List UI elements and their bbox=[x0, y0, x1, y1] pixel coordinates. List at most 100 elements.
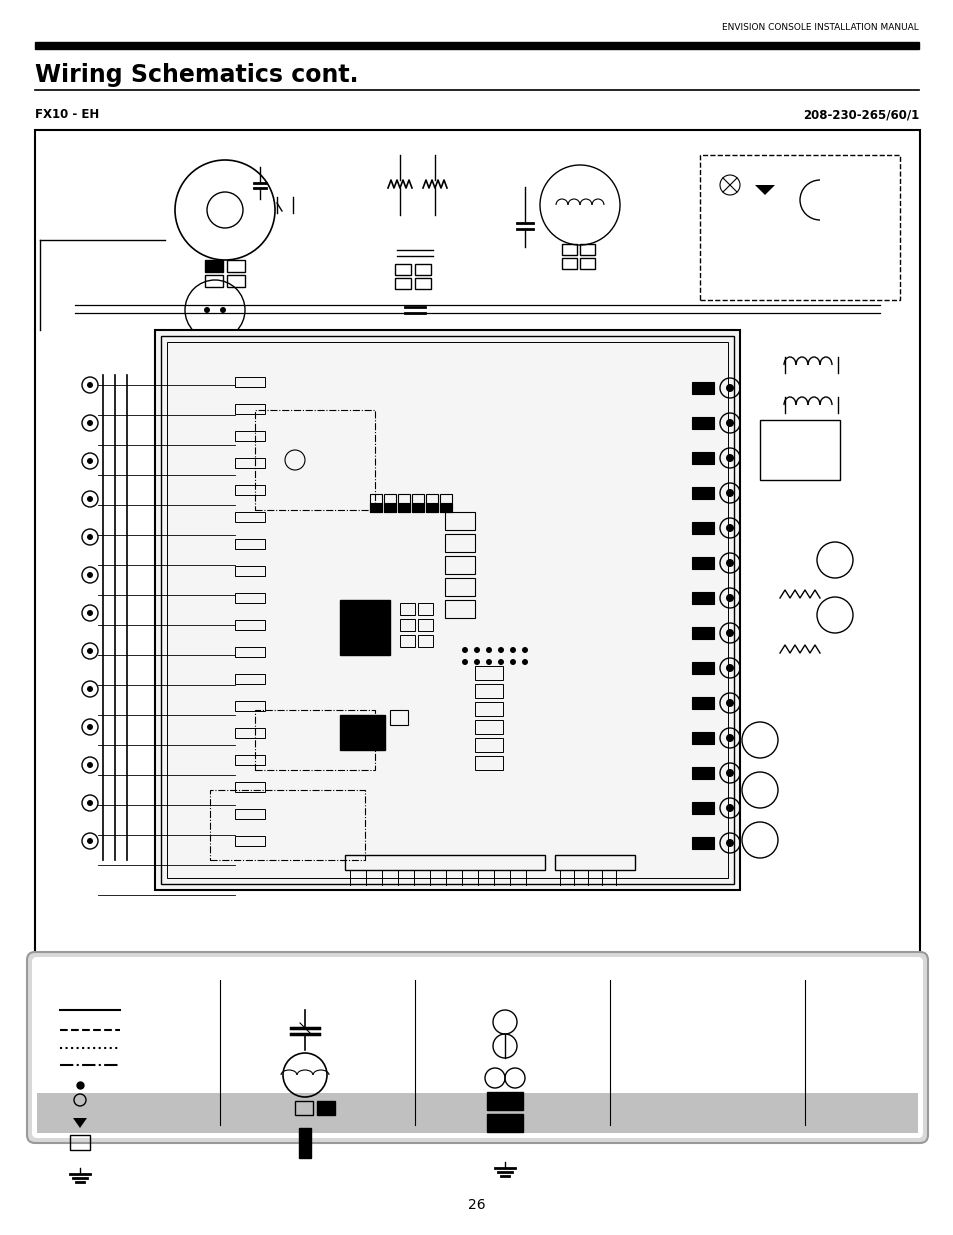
Bar bbox=[205, 275, 223, 287]
Circle shape bbox=[461, 659, 468, 664]
Bar bbox=[486, 1092, 522, 1110]
Bar bbox=[486, 1114, 522, 1132]
Bar bbox=[415, 264, 431, 275]
Circle shape bbox=[87, 382, 92, 388]
Bar bbox=[390, 710, 408, 725]
Bar bbox=[399, 635, 415, 647]
Bar bbox=[70, 1135, 90, 1150]
Bar bbox=[439, 494, 452, 513]
Polygon shape bbox=[73, 1118, 87, 1128]
Bar bbox=[561, 245, 577, 254]
Bar bbox=[579, 245, 595, 254]
Circle shape bbox=[220, 308, 226, 312]
Bar bbox=[691, 732, 713, 743]
Bar bbox=[234, 809, 265, 819]
Bar bbox=[234, 674, 265, 684]
Bar bbox=[370, 494, 381, 513]
Bar bbox=[234, 593, 265, 603]
Bar bbox=[298, 1128, 311, 1158]
Bar bbox=[444, 513, 475, 530]
Bar bbox=[254, 410, 375, 510]
Circle shape bbox=[725, 559, 733, 567]
Bar bbox=[426, 494, 437, 513]
Bar bbox=[444, 534, 475, 552]
Bar bbox=[691, 557, 713, 569]
Bar bbox=[227, 275, 245, 287]
Bar bbox=[691, 452, 713, 464]
Bar bbox=[691, 627, 713, 638]
Bar bbox=[691, 382, 713, 394]
Circle shape bbox=[497, 647, 503, 653]
Bar bbox=[339, 600, 390, 655]
Circle shape bbox=[725, 594, 733, 601]
Bar bbox=[691, 837, 713, 848]
Bar bbox=[417, 603, 433, 615]
FancyBboxPatch shape bbox=[27, 952, 927, 1144]
Bar bbox=[384, 503, 395, 513]
Circle shape bbox=[510, 647, 516, 653]
Circle shape bbox=[725, 734, 733, 742]
Circle shape bbox=[87, 496, 92, 501]
Bar bbox=[397, 503, 410, 513]
Circle shape bbox=[87, 724, 92, 730]
Circle shape bbox=[725, 769, 733, 777]
Text: FX10 - EH: FX10 - EH bbox=[35, 109, 99, 121]
Bar bbox=[227, 261, 245, 272]
Circle shape bbox=[485, 647, 492, 653]
Bar bbox=[234, 404, 265, 414]
Circle shape bbox=[87, 572, 92, 578]
Circle shape bbox=[87, 648, 92, 655]
Circle shape bbox=[87, 762, 92, 768]
Text: ENVISION CONSOLE INSTALLATION MANUAL: ENVISION CONSOLE INSTALLATION MANUAL bbox=[721, 23, 918, 32]
Bar bbox=[561, 258, 577, 269]
Bar bbox=[234, 566, 265, 576]
Circle shape bbox=[725, 629, 733, 637]
Bar bbox=[417, 635, 433, 647]
Circle shape bbox=[87, 800, 92, 806]
Text: Wiring Schematics cont.: Wiring Schematics cont. bbox=[35, 63, 358, 86]
Circle shape bbox=[87, 685, 92, 692]
Bar bbox=[316, 1100, 335, 1115]
Bar bbox=[412, 503, 423, 513]
Bar bbox=[234, 727, 265, 739]
Bar bbox=[439, 503, 452, 513]
Bar bbox=[691, 592, 713, 604]
Text: 208-230-265/60/1: 208-230-265/60/1 bbox=[801, 109, 918, 121]
Bar bbox=[205, 261, 223, 272]
Bar bbox=[691, 802, 713, 814]
Circle shape bbox=[725, 839, 733, 847]
Bar bbox=[475, 739, 502, 752]
Bar bbox=[234, 431, 265, 441]
Bar bbox=[210, 790, 365, 860]
Bar bbox=[399, 603, 415, 615]
Bar bbox=[339, 715, 385, 750]
Bar bbox=[395, 278, 411, 289]
Bar bbox=[234, 485, 265, 495]
Bar bbox=[234, 782, 265, 792]
Circle shape bbox=[87, 839, 92, 844]
Bar bbox=[161, 336, 733, 884]
Bar bbox=[691, 697, 713, 709]
Text: 26: 26 bbox=[468, 1198, 485, 1212]
Circle shape bbox=[725, 664, 733, 672]
Circle shape bbox=[725, 419, 733, 427]
Bar bbox=[555, 855, 635, 869]
Circle shape bbox=[474, 659, 479, 664]
Bar bbox=[475, 720, 502, 734]
Circle shape bbox=[510, 659, 516, 664]
Circle shape bbox=[725, 384, 733, 391]
Bar bbox=[234, 647, 265, 657]
Bar bbox=[167, 342, 727, 878]
Bar bbox=[691, 417, 713, 429]
Bar bbox=[35, 130, 919, 960]
Polygon shape bbox=[754, 185, 774, 195]
Bar bbox=[37, 1093, 917, 1132]
Circle shape bbox=[87, 610, 92, 616]
Circle shape bbox=[461, 647, 468, 653]
Bar bbox=[234, 701, 265, 711]
Bar bbox=[154, 330, 740, 890]
Bar bbox=[475, 701, 502, 716]
Circle shape bbox=[87, 458, 92, 464]
FancyBboxPatch shape bbox=[32, 957, 923, 1137]
Bar bbox=[234, 458, 265, 468]
